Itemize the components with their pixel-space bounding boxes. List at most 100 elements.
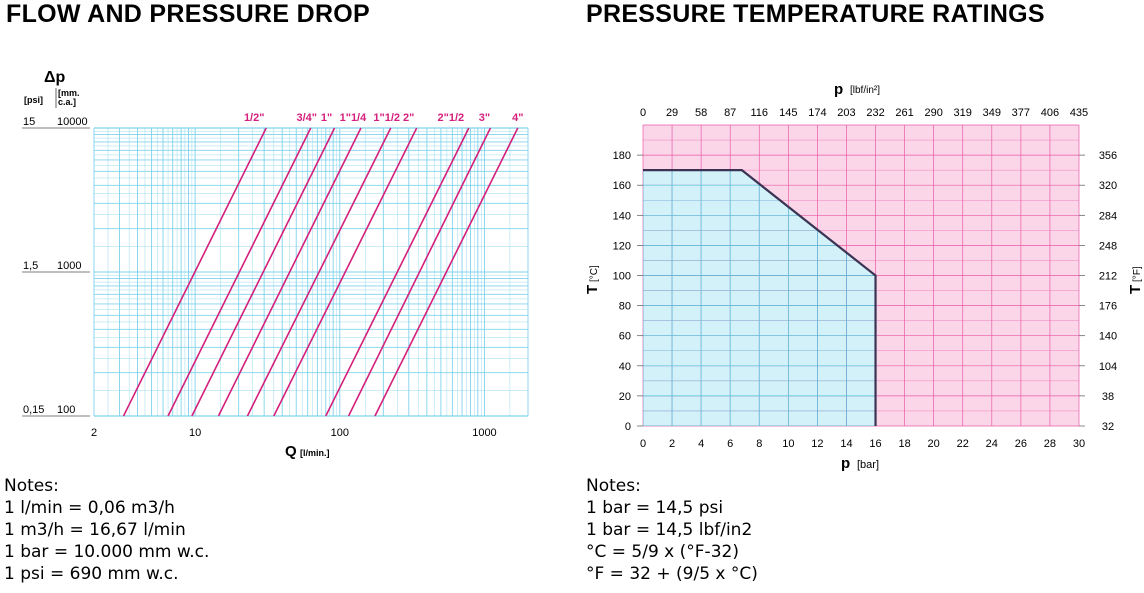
right-tick-label: 212 — [1099, 271, 1117, 283]
x-tick-label: 18 — [898, 438, 910, 450]
x-tick-label: 2 — [91, 427, 97, 439]
note-line: 1 bar = 10.000 mm w.c. — [4, 542, 210, 562]
top-tick-label: 349 — [983, 107, 1001, 119]
x-tick-label: 8 — [756, 438, 762, 450]
x-tick-label: 2 — [669, 438, 675, 450]
top-tick-label: 203 — [837, 107, 855, 119]
pipe-size-line — [347, 127, 492, 417]
note-line: 1 psi = 690 mm w.c. — [4, 564, 179, 584]
notes-heading: Notes: — [4, 476, 59, 496]
top-tick-label: 87 — [724, 107, 736, 119]
series-label: 1"1/2 — [373, 112, 400, 124]
x-tick-label: 0 — [640, 438, 646, 450]
y-tick-label-psi: 1,5 — [23, 260, 38, 272]
y-tick-label-psi: 0,15 — [23, 404, 44, 416]
y-axis-unit-psi: [psi] — [24, 95, 43, 105]
x-tick-label: 16 — [869, 438, 881, 450]
right-tick-label: 140 — [1099, 331, 1117, 343]
x-tick-label: 10 — [782, 438, 794, 450]
right-tick-label: 284 — [1099, 210, 1117, 222]
y-tick-label: 60 — [619, 331, 631, 343]
right-tick-label: 176 — [1099, 301, 1117, 313]
pressure-chart-title: PRESSURE TEMPERATURE RATINGS — [586, 0, 1045, 28]
top-tick-label: 406 — [1041, 107, 1059, 119]
x-tick-label: 100 — [331, 427, 349, 439]
pressure-temperature-chart: 0204060801001201401601803238104140176212… — [584, 81, 1144, 472]
y-tick-label: 100 — [613, 271, 631, 283]
flow-pressure-drop-chart: 1/2" 3/4" 1" 1"1/4 1"1/2 2" 2"1/2 3" 4" 15 10000 1,… — [22, 69, 529, 460]
top-tick-label: 290 — [924, 107, 942, 119]
note-line: °F = 32 + (9/5 x °C) — [586, 564, 758, 584]
pipe-size-line — [191, 127, 336, 417]
top-tick-label: 261 — [895, 107, 913, 119]
y-axis-unit: [°C] — [589, 265, 600, 282]
x-tick-label: 10 — [189, 427, 201, 439]
pipe-size-line — [374, 127, 519, 417]
top-tick-label: 145 — [779, 107, 797, 119]
top-tick-label: 319 — [954, 107, 972, 119]
y-tick-label-mm: 1000 — [57, 260, 81, 272]
y-tick-label-psi: 15 — [23, 116, 35, 128]
right-axis-label-group: T [°F] — [1127, 266, 1144, 294]
x-tick-label: 26 — [1015, 438, 1027, 450]
right-tick-label: 32 — [1102, 421, 1114, 433]
y-tick-label: 140 — [613, 210, 631, 222]
x-tick-label: 30 — [1073, 438, 1085, 450]
y-tick-label: 0 — [625, 421, 631, 433]
right-axis-unit: [°F] — [1132, 266, 1143, 282]
x-tick-label: 14 — [840, 438, 852, 450]
right-tick-label: 248 — [1099, 240, 1117, 252]
y-tick-label: 120 — [613, 240, 631, 252]
top-tick-label: 29 — [666, 107, 678, 119]
y-axis-label-group: T [°C] — [584, 265, 601, 294]
top-axis-unit: [lbf/in²] — [850, 85, 880, 96]
top-tick-label: 0 — [640, 107, 646, 119]
top-tick-label: 435 — [1070, 107, 1088, 119]
y-tick-label: 80 — [619, 301, 631, 313]
flow-chart-title: FLOW AND PRESSURE DROP — [6, 0, 371, 28]
pipe-size-line — [325, 127, 470, 417]
x-tick-label: 20 — [928, 438, 940, 450]
series-label: 3/4" — [296, 112, 317, 124]
note-line: 1 m3/h = 16,67 l/min — [4, 520, 186, 540]
series-label: 4" — [512, 112, 523, 124]
y-tick-label-mm: 10000 — [57, 116, 88, 128]
right-tick-label: 38 — [1102, 391, 1114, 403]
series-label: 1" — [321, 112, 332, 124]
y-tick-label: 180 — [613, 150, 631, 162]
series-label: 3" — [479, 112, 490, 124]
rating-boundary-line — [643, 169, 877, 426]
series-label: 2"1/2 — [438, 112, 465, 124]
x-tick-label: 22 — [957, 438, 969, 450]
note-line: 1 bar = 14,5 psi — [586, 498, 724, 518]
pipe-size-line — [217, 127, 362, 417]
pipe-size-line — [246, 127, 392, 417]
note-line: °C = 5/9 x (°F-32) — [586, 542, 739, 562]
top-tick-label: 377 — [1012, 107, 1030, 119]
right-tick-label: 104 — [1099, 361, 1117, 373]
x-axis-unit: [l/min.] — [300, 448, 330, 458]
y-axis-label: Δp — [44, 69, 66, 86]
y-tick-label: 20 — [619, 391, 631, 403]
top-tick-label: 116 — [750, 107, 768, 119]
x-tick-label: 12 — [811, 438, 823, 450]
notes-heading: Notes: — [586, 476, 641, 496]
series-label: 1"1/4 — [340, 112, 368, 124]
right-tick-label: 356 — [1099, 150, 1117, 162]
pipe-size-line — [273, 127, 418, 417]
y-tick-label-mm: 100 — [57, 404, 75, 416]
x-axis-label: p — [841, 455, 850, 472]
x-tick-label: 4 — [698, 438, 704, 450]
series-label: 2" — [403, 112, 414, 124]
y-axis-unit-mm: c.a.] — [58, 97, 76, 107]
note-line: 1 bar = 14,5 lbf/in2 — [586, 520, 753, 540]
top-axis-label: p — [834, 81, 843, 98]
pipe-size-line — [122, 127, 267, 417]
x-tick-label: 24 — [986, 438, 998, 450]
pressure-notes: Notes: 1 bar = 14,5 psi 1 bar = 14,5 lbf… — [586, 475, 758, 585]
y-axis-label: T — [584, 285, 601, 294]
y-tick-label: 40 — [619, 361, 631, 373]
x-tick-label: 1000 — [472, 427, 496, 439]
top-tick-label: 58 — [695, 107, 707, 119]
top-tick-label: 232 — [866, 107, 884, 119]
